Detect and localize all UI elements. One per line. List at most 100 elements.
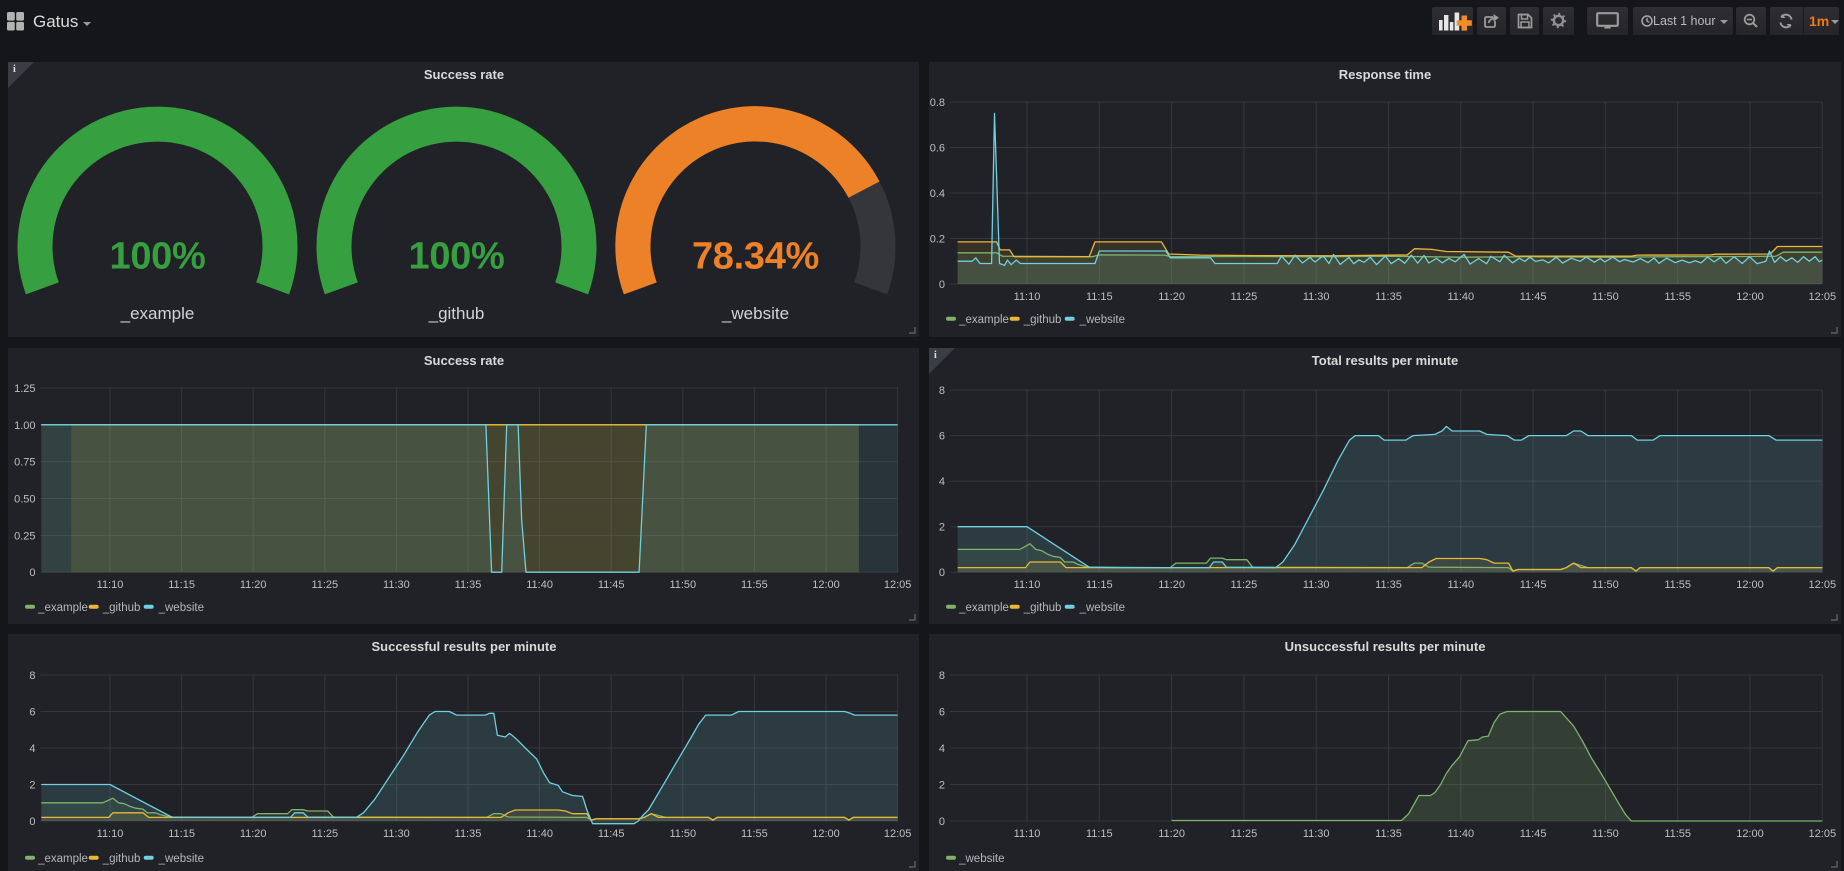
svg-text:11:30: 11:30 bbox=[383, 828, 410, 840]
svg-text:11:25: 11:25 bbox=[1231, 579, 1258, 591]
svg-text:11:55: 11:55 bbox=[741, 579, 768, 591]
svg-text:11:10: 11:10 bbox=[1014, 291, 1041, 303]
svg-text:_github: _github bbox=[1023, 602, 1062, 614]
svg-text:11:15: 11:15 bbox=[168, 828, 195, 840]
svg-text:11:40: 11:40 bbox=[1447, 291, 1474, 303]
svg-text:0.8: 0.8 bbox=[930, 97, 945, 109]
svg-text:12:05: 12:05 bbox=[884, 579, 912, 591]
svg-text:11:30: 11:30 bbox=[1303, 828, 1330, 840]
svg-text:11:20: 11:20 bbox=[1158, 828, 1185, 840]
svg-text:_website: _website bbox=[1079, 602, 1125, 614]
svg-text:12:00: 12:00 bbox=[1736, 291, 1764, 303]
svg-text:1.25: 1.25 bbox=[14, 383, 35, 395]
svg-text:11:30: 11:30 bbox=[1303, 579, 1330, 591]
svg-text:_example: _example bbox=[958, 602, 1009, 614]
svg-text:4: 4 bbox=[939, 476, 945, 488]
svg-text:11:20: 11:20 bbox=[1158, 579, 1185, 591]
svg-text:0: 0 bbox=[939, 279, 945, 291]
svg-text:12:05: 12:05 bbox=[1809, 828, 1837, 840]
svg-text:11:35: 11:35 bbox=[455, 828, 482, 840]
svg-text:11:30: 11:30 bbox=[383, 579, 410, 591]
svg-text:11:45: 11:45 bbox=[1520, 828, 1547, 840]
svg-text:6: 6 bbox=[939, 431, 945, 443]
svg-text:6: 6 bbox=[29, 707, 35, 719]
svg-text:11:10: 11:10 bbox=[97, 828, 124, 840]
svg-text:Success rate: Success rate bbox=[424, 67, 504, 82]
svg-text:12:05: 12:05 bbox=[1809, 291, 1837, 303]
svg-text:0.25: 0.25 bbox=[14, 530, 35, 542]
svg-text:78.34%: 78.34% bbox=[692, 236, 819, 278]
svg-text:11:20: 11:20 bbox=[240, 828, 267, 840]
svg-text:11:35: 11:35 bbox=[1375, 828, 1402, 840]
svg-text:11:55: 11:55 bbox=[1664, 291, 1691, 303]
svg-text:11:35: 11:35 bbox=[1375, 291, 1402, 303]
svg-text:11:25: 11:25 bbox=[1231, 291, 1258, 303]
svg-text:11:50: 11:50 bbox=[1592, 828, 1619, 840]
svg-text:0: 0 bbox=[29, 567, 35, 579]
svg-text:0: 0 bbox=[29, 816, 35, 828]
svg-text:0: 0 bbox=[939, 567, 945, 579]
svg-text:Response time: Response time bbox=[1339, 67, 1431, 82]
svg-text:_github: _github bbox=[102, 602, 141, 614]
svg-text:11:15: 11:15 bbox=[1086, 828, 1113, 840]
svg-text:11:45: 11:45 bbox=[598, 579, 625, 591]
svg-text:11:45: 11:45 bbox=[598, 828, 625, 840]
svg-text:0.2: 0.2 bbox=[930, 234, 945, 246]
svg-text:6: 6 bbox=[939, 707, 945, 719]
svg-text:11:10: 11:10 bbox=[97, 579, 124, 591]
svg-text:11:50: 11:50 bbox=[669, 828, 696, 840]
svg-text:11:40: 11:40 bbox=[526, 579, 553, 591]
svg-text:100%: 100% bbox=[110, 236, 206, 278]
svg-text:11:40: 11:40 bbox=[526, 828, 553, 840]
svg-text:11:40: 11:40 bbox=[1447, 579, 1474, 591]
svg-text:8: 8 bbox=[939, 385, 945, 397]
svg-text:11:15: 11:15 bbox=[1086, 291, 1113, 303]
svg-text:0: 0 bbox=[939, 816, 945, 828]
svg-text:11:55: 11:55 bbox=[1664, 579, 1691, 591]
svg-text:8: 8 bbox=[939, 670, 945, 682]
svg-text:12:00: 12:00 bbox=[1736, 579, 1764, 591]
svg-text:_github: _github bbox=[1023, 314, 1062, 326]
svg-text:11:50: 11:50 bbox=[669, 579, 696, 591]
svg-text:11:50: 11:50 bbox=[1592, 579, 1619, 591]
svg-text:11:30: 11:30 bbox=[1303, 291, 1330, 303]
svg-text:0.6: 0.6 bbox=[930, 143, 945, 155]
svg-text:11:35: 11:35 bbox=[1375, 579, 1402, 591]
svg-text:_example: _example bbox=[958, 314, 1009, 326]
svg-text:_github: _github bbox=[428, 304, 485, 323]
svg-text:Total results per minute: Total results per minute bbox=[1312, 353, 1458, 368]
svg-text:0.4: 0.4 bbox=[930, 188, 945, 200]
svg-text:11:40: 11:40 bbox=[1447, 828, 1474, 840]
svg-text:11:25: 11:25 bbox=[1231, 828, 1258, 840]
svg-text:11:25: 11:25 bbox=[311, 579, 338, 591]
svg-text:_website: _website bbox=[721, 304, 789, 323]
svg-text:4: 4 bbox=[939, 743, 945, 755]
svg-text:Unsuccessful results per minut: Unsuccessful results per minute bbox=[1285, 639, 1486, 654]
svg-text:Successful results per minute: Successful results per minute bbox=[372, 639, 557, 654]
svg-text:12:00: 12:00 bbox=[1736, 828, 1764, 840]
svg-text:Success rate: Success rate bbox=[424, 353, 504, 368]
svg-text:_website: _website bbox=[958, 853, 1004, 865]
svg-text:8: 8 bbox=[29, 670, 35, 682]
svg-text:11:10: 11:10 bbox=[1014, 828, 1041, 840]
svg-text:_website: _website bbox=[158, 853, 204, 865]
svg-text:12:00: 12:00 bbox=[812, 828, 840, 840]
svg-text:100%: 100% bbox=[409, 236, 505, 278]
svg-text:12:00: 12:00 bbox=[812, 579, 840, 591]
svg-text:4: 4 bbox=[29, 743, 35, 755]
svg-text:_example: _example bbox=[37, 602, 88, 614]
svg-text:1.00: 1.00 bbox=[14, 420, 35, 432]
svg-text:12:05: 12:05 bbox=[884, 828, 912, 840]
svg-text:2: 2 bbox=[29, 780, 35, 792]
svg-text:11:20: 11:20 bbox=[240, 579, 267, 591]
svg-text:_website: _website bbox=[1079, 314, 1125, 326]
svg-text:11:50: 11:50 bbox=[1592, 291, 1619, 303]
svg-text:11:15: 11:15 bbox=[1086, 579, 1113, 591]
svg-text:11:20: 11:20 bbox=[1158, 291, 1185, 303]
svg-text:11:15: 11:15 bbox=[168, 579, 195, 591]
svg-text:11:35: 11:35 bbox=[455, 579, 482, 591]
svg-text:_example: _example bbox=[37, 853, 88, 865]
svg-text:11:25: 11:25 bbox=[311, 828, 338, 840]
svg-text:11:55: 11:55 bbox=[1664, 828, 1691, 840]
svg-text:11:45: 11:45 bbox=[1520, 579, 1547, 591]
